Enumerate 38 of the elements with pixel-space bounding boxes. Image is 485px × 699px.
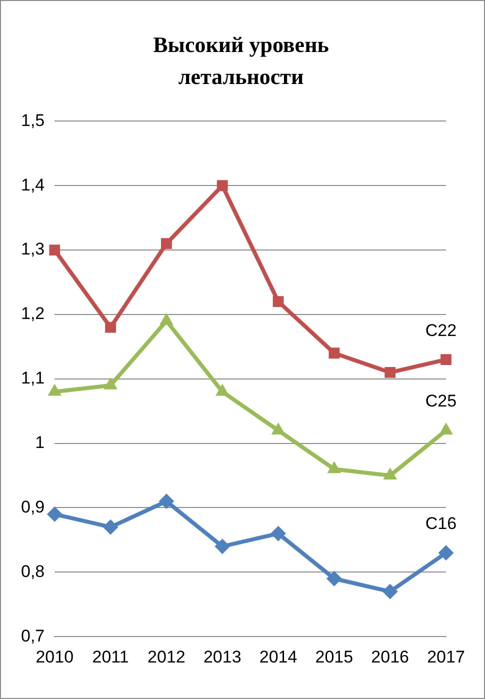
point [105, 322, 116, 333]
y-tick-label: 0,7 [20, 626, 45, 646]
x-tick-label: 2012 [148, 647, 186, 666]
y-tick-label: 1,2 [20, 304, 45, 324]
point [326, 571, 342, 586]
y-tick-label: 1,4 [20, 175, 45, 194]
y-tick-label: 0,9 [20, 497, 45, 516]
point [382, 584, 398, 600]
point [49, 244, 60, 256]
x-tick-label: 2014 [259, 647, 298, 666]
series-label: C16 [425, 514, 457, 534]
series-label: C22 [425, 320, 457, 340]
x-tick-label: 2010 [36, 647, 74, 666]
y-tick-label: 0,8 [20, 562, 45, 581]
point [384, 468, 397, 480]
point [440, 354, 452, 366]
x-tick-label: 2011 [92, 647, 129, 666]
point [272, 296, 284, 308]
point [161, 238, 172, 250]
point [384, 367, 396, 378]
point [328, 348, 340, 359]
y-tick-label: 1 [35, 433, 45, 452]
x-tick-label: 2016 [371, 647, 410, 666]
point [216, 180, 228, 192]
point [270, 526, 286, 542]
point [158, 494, 174, 509]
point [438, 545, 454, 560]
point [214, 538, 230, 554]
point [103, 520, 118, 535]
point [47, 506, 62, 522]
x-tick-label: 2015 [315, 647, 354, 666]
y-tick-label: 1,3 [20, 240, 45, 259]
series-label: C25 [425, 392, 457, 411]
chart-title: Высокий уровень летальности [152, 31, 330, 91]
x-tick-label: 2013 [203, 647, 242, 666]
y-tick-label: 1,1 [20, 368, 45, 388]
y-tick-label: 1,5 [20, 110, 45, 130]
x-tick-label: 2017 [427, 647, 465, 666]
